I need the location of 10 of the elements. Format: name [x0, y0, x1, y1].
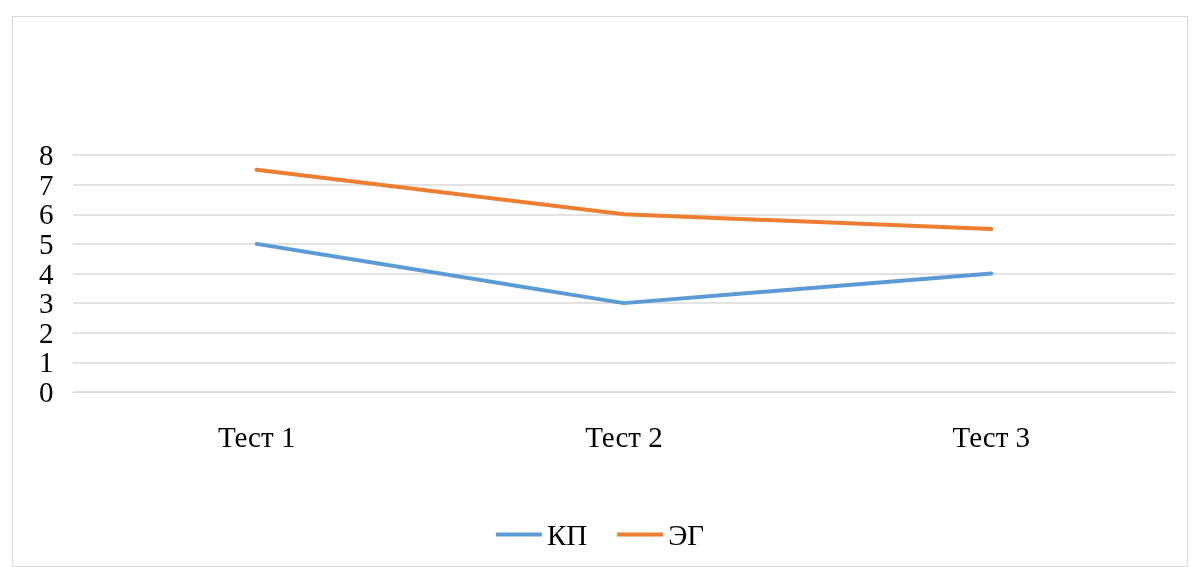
y-tick-label: 8: [39, 139, 54, 171]
y-tick-label: 1: [39, 346, 54, 379]
y-tick-label: 0: [39, 376, 54, 408]
x-tick-label: Тест 3: [952, 420, 1031, 453]
y-tick-label: 7: [39, 168, 54, 201]
y-tick-label: 4: [39, 257, 54, 290]
x-tick-label: Тест 2: [585, 420, 663, 453]
x-tick-label: Тест 1: [217, 420, 296, 453]
legend-label: КП: [546, 518, 588, 551]
legend-label: ЭГ: [668, 518, 705, 551]
